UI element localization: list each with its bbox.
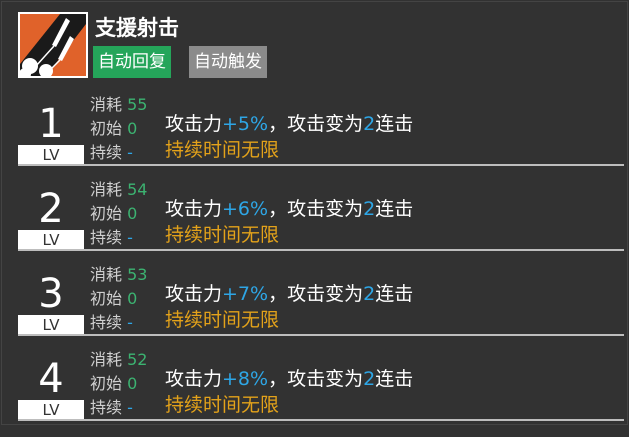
duration-label: 持续 (90, 228, 123, 247)
desc-hits: 2 (363, 113, 376, 135)
row-divider (18, 419, 624, 421)
cost-label: 消耗 (90, 180, 123, 199)
desc-bonus: +8% (222, 368, 269, 390)
lv-label: LV (18, 315, 84, 334)
desc-text: ，攻击变为 (268, 368, 364, 390)
skill-name: 支援射击 (95, 16, 179, 40)
desc-text: 连击 (375, 368, 414, 390)
duration-label: 持续 (90, 143, 123, 162)
initial-label: 初始 (90, 374, 123, 393)
desc-bonus: +6% (222, 198, 269, 220)
cost-value: 55 (127, 95, 148, 114)
tag-auto-trigger: 自动触发 (189, 46, 267, 78)
lv-label: LV (18, 400, 84, 419)
duration-description: 持续时间无限 (165, 224, 280, 246)
initial-value: 0 (127, 374, 138, 393)
cost-value: 53 (127, 265, 148, 284)
level-number: 3 (38, 271, 64, 317)
cost-value: 52 (127, 350, 148, 369)
desc-hits: 2 (363, 198, 376, 220)
desc-text: 攻击力 (165, 283, 223, 305)
desc-text: 连击 (375, 283, 414, 305)
level-number: 2 (38, 186, 64, 232)
level-row: 4 LV 消耗 52 初始 0 持续 - 攻击力+8%，攻击变为2连击 持续时间… (0, 350, 629, 437)
duration-value: - (127, 143, 133, 162)
level-row: 1 LV 消耗 55 初始 0 持续 - 攻击力+5%，攻击变为2连击 持续时间… (0, 95, 629, 182)
duration-description: 持续时间无限 (165, 394, 280, 416)
desc-text: 连击 (375, 198, 414, 220)
initial-stat: 初始 0 (90, 374, 137, 394)
desc-bonus: +5% (222, 113, 269, 135)
cost-stat: 消耗 53 (90, 265, 147, 285)
desc-text: 连击 (375, 113, 414, 135)
desc-text: ，攻击变为 (268, 113, 364, 135)
initial-label: 初始 (90, 289, 123, 308)
desc-bonus: +7% (222, 283, 269, 305)
initial-value: 0 (127, 289, 138, 308)
duration-description: 持续时间无限 (165, 309, 280, 331)
cost-stat: 消耗 54 (90, 180, 147, 200)
duration-value: - (127, 313, 133, 332)
tag-auto-recovery: 自动回复 (93, 46, 171, 78)
level-number: 4 (38, 356, 64, 402)
row-divider (18, 164, 624, 166)
initial-stat: 初始 0 (90, 119, 137, 139)
level-row: 2 LV 消耗 54 初始 0 持续 - 攻击力+6%，攻击变为2连击 持续时间… (0, 180, 629, 267)
desc-text: 攻击力 (165, 368, 223, 390)
initial-value: 0 (127, 204, 138, 223)
row-divider (18, 249, 624, 251)
level-number: 1 (38, 101, 64, 147)
cost-label: 消耗 (90, 265, 123, 284)
cost-label: 消耗 (90, 350, 123, 369)
initial-stat: 初始 0 (90, 289, 137, 309)
level-row: 3 LV 消耗 53 初始 0 持续 - 攻击力+7%，攻击变为2连击 持续时间… (0, 265, 629, 352)
row-divider (18, 334, 624, 336)
lv-label: LV (18, 230, 84, 249)
lv-label: LV (18, 145, 84, 164)
desc-hits: 2 (363, 368, 376, 390)
duration-label: 持续 (90, 313, 123, 332)
duration-stat: 持续 - (90, 228, 133, 248)
desc-hits: 2 (363, 283, 376, 305)
effect-description: 攻击力+7%，攻击变为2连击 (165, 279, 413, 306)
desc-text: 攻击力 (165, 198, 223, 220)
initial-label: 初始 (90, 204, 123, 223)
cost-stat: 消耗 52 (90, 350, 147, 370)
effect-description: 攻击力+6%，攻击变为2连击 (165, 194, 413, 221)
duration-stat: 持续 - (90, 313, 133, 333)
duration-description: 持续时间无限 (165, 139, 280, 161)
desc-text: ，攻击变为 (268, 283, 364, 305)
cost-stat: 消耗 55 (90, 95, 147, 115)
initial-stat: 初始 0 (90, 204, 137, 224)
duration-value: - (127, 398, 133, 417)
duration-stat: 持续 - (90, 398, 133, 418)
cost-value: 54 (127, 180, 148, 199)
effect-description: 攻击力+5%，攻击变为2连击 (165, 109, 413, 136)
duration-value: - (127, 228, 133, 247)
initial-label: 初始 (90, 119, 123, 138)
duration-stat: 持续 - (90, 143, 133, 163)
duration-label: 持续 (90, 398, 123, 417)
desc-text: ，攻击变为 (268, 198, 364, 220)
effect-description: 攻击力+8%，攻击变为2连击 (165, 364, 413, 391)
cost-label: 消耗 (90, 95, 123, 114)
desc-text: 攻击力 (165, 113, 223, 135)
rocket-skill-icon (18, 12, 88, 78)
initial-value: 0 (127, 119, 138, 138)
